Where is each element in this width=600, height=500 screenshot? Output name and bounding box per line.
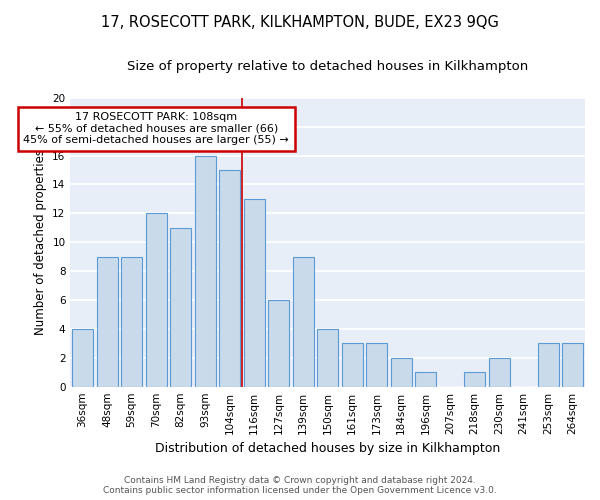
Bar (170, 228, 191, 386)
Bar (293, 256, 314, 386)
Bar (464, 372, 485, 386)
Bar (415, 372, 436, 386)
Text: 17 ROSECOTT PARK: 108sqm
← 55% of detached houses are smaller (66)
45% of semi-d: 17 ROSECOTT PARK: 108sqm ← 55% of detach… (23, 112, 289, 146)
Bar (317, 329, 338, 386)
Title: Size of property relative to detached houses in Kilkhampton: Size of property relative to detached ho… (127, 60, 529, 73)
Bar (562, 344, 583, 386)
Bar (391, 358, 412, 386)
Bar (244, 199, 265, 386)
Bar (195, 156, 215, 386)
X-axis label: Distribution of detached houses by size in Kilkhampton: Distribution of detached houses by size … (155, 442, 500, 455)
Y-axis label: Number of detached properties: Number of detached properties (34, 149, 47, 335)
Bar (146, 214, 167, 386)
Bar (219, 170, 240, 386)
Text: 17, ROSECOTT PARK, KILKHAMPTON, BUDE, EX23 9QG: 17, ROSECOTT PARK, KILKHAMPTON, BUDE, EX… (101, 15, 499, 30)
Bar (97, 256, 118, 386)
Bar (121, 256, 142, 386)
Bar (268, 300, 289, 386)
Bar (489, 358, 509, 386)
Bar (72, 329, 93, 386)
Bar (366, 344, 387, 386)
Bar (342, 344, 362, 386)
Bar (538, 344, 559, 386)
Text: Contains HM Land Registry data © Crown copyright and database right 2024.
Contai: Contains HM Land Registry data © Crown c… (103, 476, 497, 495)
